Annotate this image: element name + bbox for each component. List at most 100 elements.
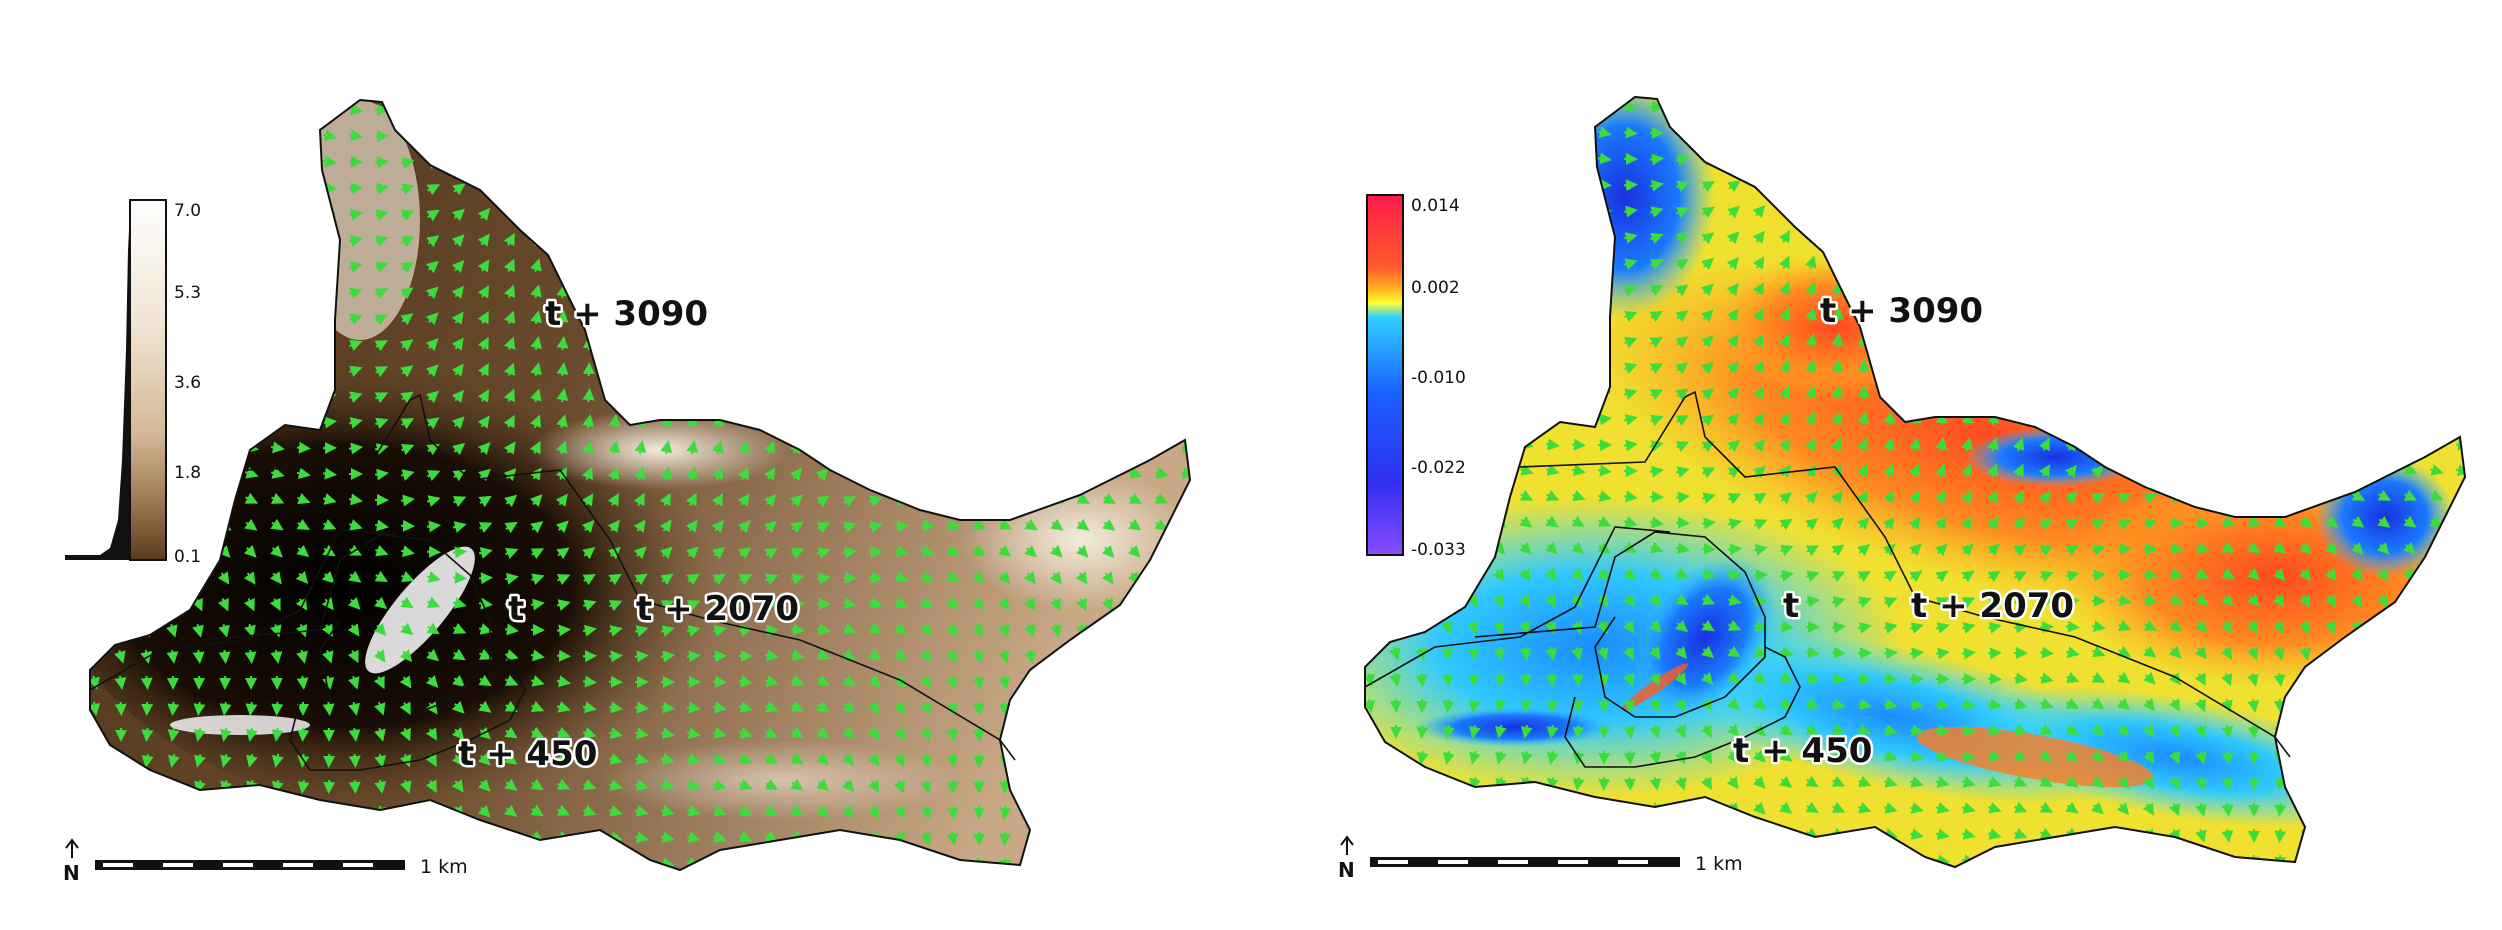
velocity-arrow	[477, 389, 490, 403]
velocity-arrow	[2116, 360, 2129, 374]
velocity-arrow	[712, 206, 724, 221]
velocity-arrow	[1597, 464, 1612, 477]
velocity-arrow	[946, 727, 959, 742]
velocity-arrow	[634, 779, 649, 791]
velocity-arrow	[920, 753, 932, 768]
velocity-arrow	[244, 415, 259, 428]
velocity-arrow	[347, 596, 361, 610]
velocity-arrow	[764, 649, 779, 662]
velocity-arrow	[2168, 854, 2180, 867]
velocity-arrow	[2455, 387, 2465, 400]
velocity-arrow	[2013, 255, 2026, 270]
velocity-arrow	[764, 232, 776, 247]
velocity-arrow	[296, 338, 311, 351]
velocity-arrow	[1545, 335, 1560, 348]
velocity-arrow	[244, 492, 259, 504]
velocity-arrow	[270, 364, 285, 377]
velocity-arrow	[1597, 178, 1612, 191]
velocity-arrow	[2038, 101, 2052, 114]
velocity-arrow	[2012, 151, 2024, 166]
velocity-arrow	[556, 752, 571, 764]
velocity-arrow	[400, 261, 414, 274]
velocity-arrow	[168, 779, 180, 794]
velocity-arrow	[478, 674, 492, 687]
velocity-arrow	[451, 779, 464, 793]
velocity-arrow	[737, 493, 750, 507]
velocity-arrow	[1856, 100, 1869, 114]
velocity-arrow	[764, 778, 779, 790]
velocity-arrow	[1882, 151, 1895, 165]
velocity-arrow	[348, 442, 363, 455]
velocity-arrow	[2455, 257, 2465, 270]
velocity-arrow	[1154, 441, 1169, 454]
velocity-arrow	[2299, 361, 2314, 374]
velocity-arrow	[1179, 571, 1190, 584]
velocity-arrow	[1936, 359, 1949, 374]
velocity-arrow	[894, 571, 909, 583]
velocity-arrow	[2143, 231, 2157, 245]
velocity-arrow	[790, 336, 802, 351]
velocity-arrow	[2377, 464, 2392, 476]
velocity-arrow	[1076, 128, 1091, 140]
velocity-arrow	[972, 234, 987, 247]
velocity-arrow	[919, 649, 932, 663]
velocity-arrow	[998, 675, 1011, 690]
velocity-arrow	[220, 831, 232, 846]
velocity-arrow	[1830, 126, 1843, 140]
velocity-arrow	[2064, 229, 2076, 244]
velocity-arrow	[685, 492, 697, 507]
right-scale-label: 1 km	[1695, 853, 1743, 875]
velocity-arrow	[712, 232, 725, 247]
velocity-arrow	[686, 805, 701, 817]
velocity-arrow	[556, 547, 570, 560]
velocity-arrow	[399, 649, 413, 663]
velocity-arrow	[271, 128, 285, 141]
velocity-arrow	[2351, 646, 2364, 661]
velocity-arrow	[2039, 307, 2052, 322]
velocity-arrow	[815, 207, 828, 221]
velocity-arrow	[2143, 155, 2158, 167]
velocity-arrow	[1365, 828, 1376, 843]
velocity-arrow	[1857, 203, 1869, 218]
left-field-map	[90, 100, 1190, 870]
velocity-arrow	[1102, 492, 1117, 504]
velocity-arrow	[115, 831, 128, 846]
velocity-arrow	[1103, 154, 1117, 167]
velocity-arrow	[1857, 385, 1870, 400]
velocity-arrow	[297, 102, 311, 115]
velocity-arrow	[1467, 335, 1482, 348]
velocity-arrow	[529, 206, 541, 221]
velocity-arrow	[2064, 204, 2076, 218]
velocity-arrow	[685, 128, 697, 143]
velocity-arrow	[1546, 125, 1560, 138]
velocity-arrow	[1935, 151, 1947, 166]
velocity-arrow	[2326, 724, 2339, 739]
velocity-arrow	[2038, 203, 2050, 218]
velocity-arrow	[763, 129, 776, 143]
velocity-arrow	[1076, 259, 1091, 272]
velocity-arrow	[2299, 464, 2314, 476]
velocity-arrow	[816, 597, 831, 610]
velocity-arrow	[945, 596, 959, 610]
velocity-arrow	[503, 258, 515, 273]
velocity-arrow	[581, 466, 593, 481]
velocity-arrow	[2455, 541, 2465, 554]
velocity-arrow	[2221, 854, 2234, 867]
velocity-arrow	[1414, 621, 1427, 635]
velocity-arrow	[194, 805, 206, 820]
velocity-arrow	[2039, 229, 2051, 244]
velocity-arrow	[374, 779, 387, 794]
velocity-arrow	[297, 805, 310, 820]
velocity-arrow	[270, 518, 284, 531]
velocity-arrow	[348, 417, 363, 429]
velocity-arrow	[373, 649, 386, 663]
velocity-arrow	[998, 260, 1013, 273]
velocity-arrow	[998, 467, 1013, 480]
velocity-arrow	[711, 154, 723, 169]
velocity-arrow	[192, 518, 206, 531]
velocity-arrow	[348, 805, 361, 820]
velocity-arrow	[607, 492, 619, 507]
velocity-arrow	[347, 623, 360, 637]
velocity-arrow	[1469, 828, 1481, 843]
velocity-arrow	[425, 727, 438, 741]
